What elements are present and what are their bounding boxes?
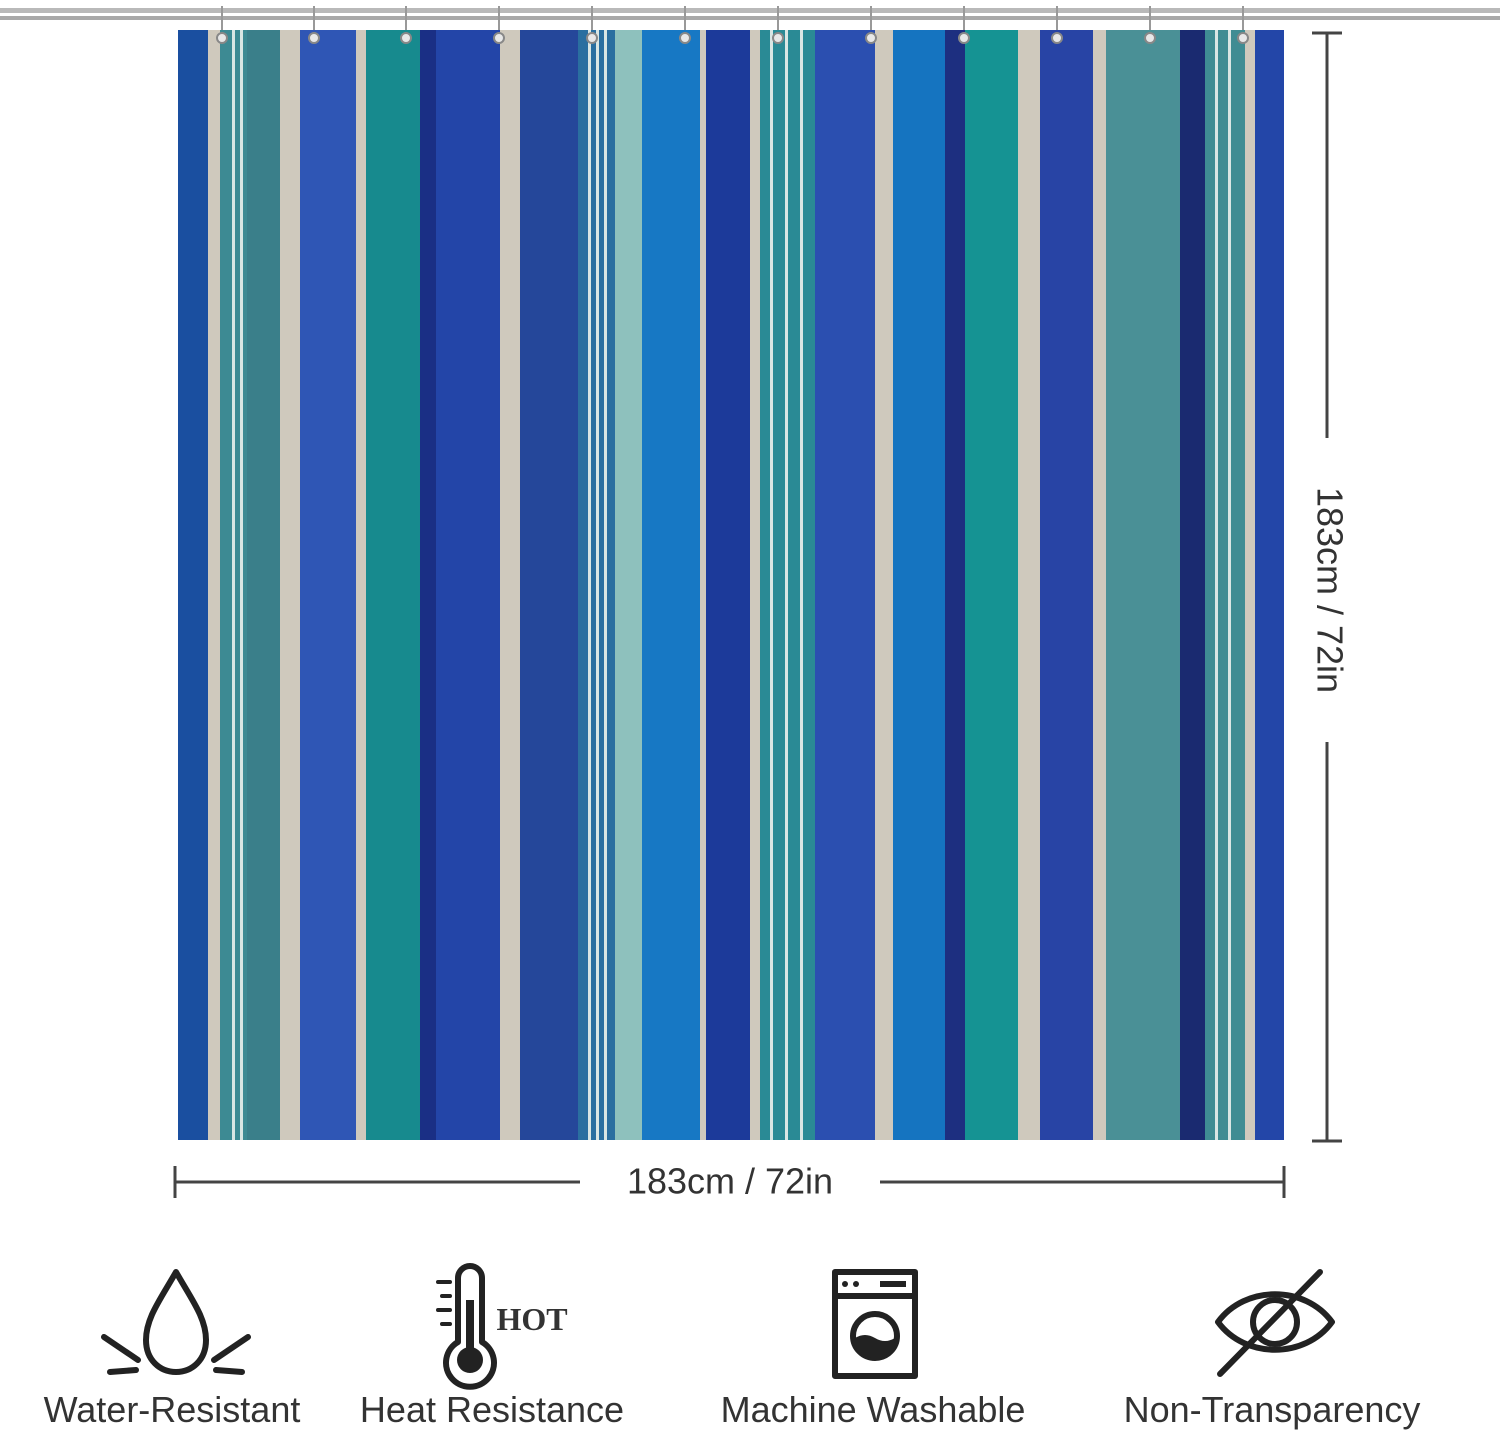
stripe [1205, 30, 1245, 1140]
hook-ring [865, 32, 877, 44]
stripe [945, 30, 965, 1140]
pin-stripe [240, 30, 243, 1140]
pin-stripe [800, 30, 803, 1140]
stripe [178, 30, 208, 1140]
pin-stripe [596, 30, 599, 1140]
hook-ring [400, 32, 412, 44]
stripe [1245, 30, 1255, 1140]
stripe [706, 30, 750, 1140]
stripe [893, 30, 945, 1140]
pin-stripe [588, 30, 591, 1140]
height-label: 183cm / 72in [1309, 487, 1350, 693]
washer-icon [832, 1269, 918, 1379]
hook-ring [216, 32, 228, 44]
eye-off-icon [1215, 1269, 1335, 1377]
hook-ring [1237, 32, 1249, 44]
hook-ring [958, 32, 970, 44]
pin-stripe [232, 30, 235, 1140]
hook-ring [1144, 32, 1156, 44]
stripe [436, 30, 500, 1140]
hook-ring [772, 32, 784, 44]
stripe [1040, 30, 1093, 1140]
feature-label: Machine Washable [721, 1389, 1026, 1430]
hook-ring [679, 32, 691, 44]
stripe [642, 30, 700, 1140]
hook-ring [586, 32, 598, 44]
stripe [1018, 30, 1040, 1140]
hot-badge: HOT [496, 1301, 567, 1337]
pin-stripe [770, 30, 773, 1140]
height-dimension [1312, 31, 1342, 1143]
pin-stripe [604, 30, 607, 1140]
width-label: 183cm / 72in [627, 1161, 833, 1202]
stripe [208, 30, 220, 1140]
stripe [247, 30, 280, 1140]
stripe [750, 30, 760, 1140]
hook-ring [493, 32, 505, 44]
stripe [700, 30, 706, 1140]
stripe [1093, 30, 1106, 1140]
stripe [366, 30, 420, 1140]
hook-ring [1051, 32, 1063, 44]
feature-label: Non-Transparency [1124, 1389, 1421, 1430]
stripe [965, 30, 1018, 1140]
pin-stripe [1228, 30, 1231, 1140]
stripe [615, 30, 642, 1140]
width-dimension [173, 1166, 1286, 1198]
stripe [280, 30, 300, 1140]
rod [0, 16, 1500, 20]
stripe [500, 30, 520, 1140]
stripe [1255, 30, 1284, 1140]
thermometer-icon: HOT [436, 1263, 568, 1390]
pin-stripe [785, 30, 788, 1140]
stripe [520, 30, 578, 1140]
curtain [178, 30, 1284, 1140]
stripe [300, 30, 356, 1140]
stripe [356, 30, 366, 1140]
stripe [815, 30, 875, 1140]
stripe [420, 30, 436, 1140]
stripe [1180, 30, 1205, 1140]
stripe [875, 30, 893, 1140]
stripe [1106, 30, 1180, 1140]
feature-label: Heat Resistance [360, 1389, 624, 1430]
hook-ring [308, 32, 320, 44]
pin-stripe [1215, 30, 1218, 1140]
water-icon [101, 1269, 251, 1375]
feature-label: Water-Resistant [44, 1389, 301, 1430]
rod [0, 8, 1500, 13]
hooks [216, 6, 1249, 44]
